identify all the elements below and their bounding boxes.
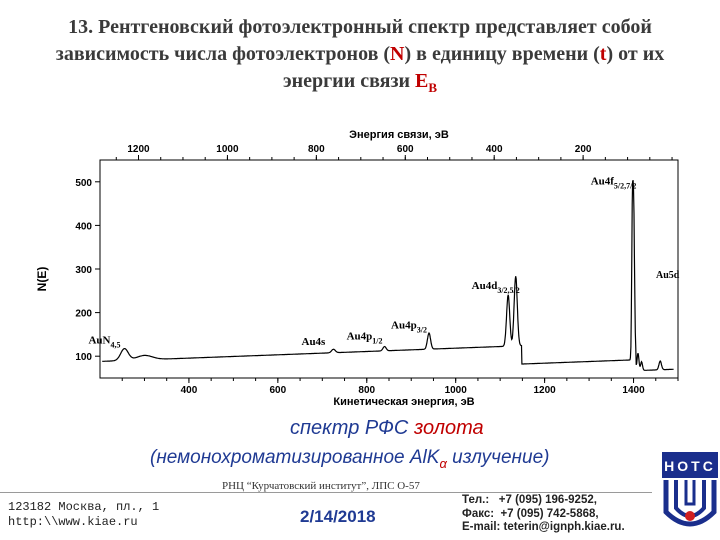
- footer-contacts: Тел.: +7 (095) 196-9252, Факс: +7 (095) …: [462, 494, 625, 533]
- bottom-tick-label: 1400: [622, 385, 645, 396]
- bottom-tick-label: 1000: [445, 385, 468, 396]
- bottom-tick-label: 800: [358, 385, 375, 396]
- spectrum-line: [102, 180, 674, 371]
- chart-caption-line1: спектр РФС золота: [290, 417, 484, 439]
- peak-label: Au4p1/2: [347, 330, 383, 345]
- top-tick-label: 200: [575, 144, 592, 155]
- y-tick-label: 200: [75, 309, 92, 320]
- bottom-axis-label: Кинетическая энергия, эВ: [333, 396, 474, 408]
- top-tick-label: 600: [397, 144, 414, 155]
- footer-institute: РНЦ “Курчатовский институт”, ЛПС О-57: [222, 480, 420, 492]
- peak-label: Au4d3/2,5/2: [472, 280, 520, 295]
- right-peak-label: Au5d: [656, 270, 680, 281]
- y-axis-label: N(E): [35, 267, 49, 292]
- top-axis-label: Энергия связи, эВ: [349, 129, 449, 141]
- plot-frame: [99, 159, 679, 379]
- top-tick-label: 400: [486, 144, 503, 155]
- slide-title: 13. Рентгеновский фотоэлектронный спектр…: [55, 16, 665, 95]
- title-e-symbol: E: [415, 70, 429, 92]
- title-t-symbol: t: [599, 43, 607, 65]
- y-tick-label: 100: [75, 352, 92, 363]
- bottom-tick-label: 600: [270, 385, 287, 396]
- peak-label: Au4s: [302, 336, 327, 348]
- xps-spectrum-chart: Энергия связи, эВ 1200 1000 800 600 400 200 400…: [35, 129, 680, 408]
- top-tick-label: 800: [308, 144, 325, 155]
- y-tick-label: 500: [75, 178, 92, 189]
- footer-date: 2/14/2018: [300, 507, 376, 526]
- y-tick-label: 300: [75, 265, 92, 276]
- footer-divider: [0, 492, 652, 493]
- website-link[interactable]: http:\\www.kiae.ru: [8, 515, 138, 529]
- top-tick-label: 1200: [127, 144, 150, 155]
- peak-label: Au4f5/2,7/2: [591, 176, 637, 191]
- chart-caption-line2: (немонохроматизированное AlKα излучение): [150, 447, 550, 471]
- title-n-symbol: N: [390, 43, 405, 65]
- svg-text:НОТС: НОТС: [664, 458, 716, 474]
- footer-address: 123182 Москва, пл., 1 http:\\www.kiae.ru: [8, 500, 160, 529]
- bottom-tick-label: 1200: [533, 385, 556, 396]
- y-tick-label: 400: [75, 221, 92, 232]
- top-tick-label: 1000: [216, 144, 239, 155]
- email-link[interactable]: E-mail: teterin@ignph.kiae.ru.: [462, 521, 625, 533]
- peak-label: AuN4,5: [88, 335, 120, 350]
- institute-logo: НОТС: [662, 452, 718, 527]
- peak-label: Au4p3/2: [391, 319, 427, 334]
- bottom-tick-label: 400: [181, 385, 198, 396]
